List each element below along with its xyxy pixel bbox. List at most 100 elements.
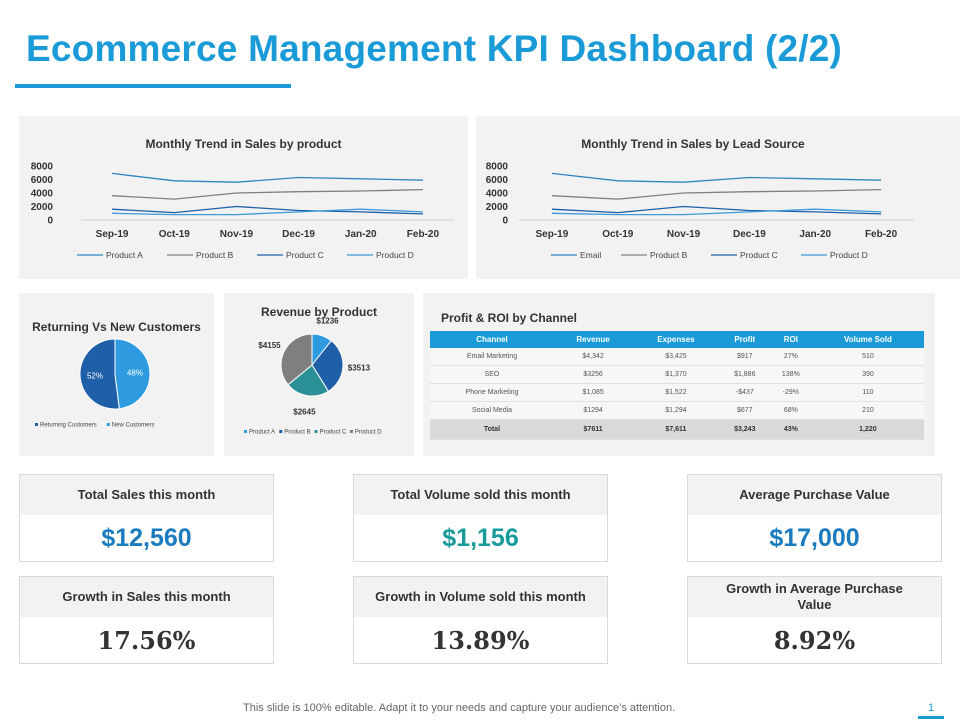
kpi-card-growth-average-purchase: Growth in Average Purchase Value 8.92%: [687, 576, 942, 664]
legend-label: Product D: [376, 250, 414, 260]
x-tick-label: Feb-20: [865, 229, 898, 240]
table-cell: SEO: [430, 365, 554, 384]
series-line: [112, 188, 423, 200]
kpi-card-growth-volume: Growth in Volume sold this month 13.89%: [353, 576, 608, 664]
table-cell: 110: [811, 383, 924, 402]
line-chart-svg: 0 2000 4000 6000 8000 Sep-19 Oct-19 Nov-19 Dec-1…: [486, 162, 914, 260]
table-cell: $1,886: [719, 365, 770, 384]
column-header: ROI: [769, 331, 812, 348]
data-label: 48%: [127, 369, 143, 378]
column-header: Expenses: [632, 331, 720, 348]
table-cell: -$437: [719, 383, 770, 402]
title-underline: [15, 84, 291, 88]
column-header: Channel: [430, 331, 554, 348]
kpi-value: $1,156: [442, 523, 519, 552]
legend-swatch: [244, 430, 247, 433]
column-header: Volume Sold: [811, 331, 924, 348]
x-tick-label: Dec-19: [282, 229, 315, 240]
chart-title: Monthly Trend in Sales by product: [145, 137, 342, 151]
table-cell: $4,342: [554, 348, 633, 366]
column-header: Revenue: [554, 331, 633, 348]
table-cell: 1,220: [811, 419, 924, 440]
revenue-by-product-chart: Revenue by Product $1236 $3513 $2645 $4155 P…: [224, 293, 414, 456]
chart-title: Returning Vs New Customers: [32, 320, 201, 334]
kpi-value: $12,560: [101, 523, 192, 552]
pie-slice: [280, 333, 313, 386]
legend-label: Product C: [320, 430, 347, 436]
legend-label: New Customers: [112, 423, 155, 429]
x-tick-label: Sep-19: [96, 229, 129, 240]
series-line: [551, 188, 882, 200]
footer-text: This slide is 100% editable. Adapt it to…: [243, 702, 676, 714]
kpi-value: $17,000: [769, 523, 860, 552]
kpi-label: Total Volume sold this month: [354, 475, 607, 515]
data-label: $4155: [258, 341, 281, 350]
data-label: $2645: [293, 407, 316, 416]
x-tick-label: Sep-19: [536, 229, 569, 240]
profit-roi-table: Channel Revenue Expenses Profit ROI Volu…: [430, 331, 924, 440]
table-cell: Phone Marketing: [430, 383, 554, 402]
pie-slice: [79, 338, 120, 410]
table-cell: $1,294: [632, 401, 720, 420]
line-chart-svg: 0 2000 4000 6000 8000 Sep-19 Oct-19 Nov-19 Dec-1…: [31, 162, 454, 260]
table-title: Profit & ROI by Channel: [441, 311, 578, 325]
table-row: Social Media $1294 $1,294 $677 68% 210: [430, 401, 924, 420]
legend-label: Email: [580, 250, 601, 260]
x-tick-label: Jan-20: [799, 229, 831, 240]
legend-label: Product C: [286, 250, 324, 260]
column-header: Profit: [719, 331, 770, 348]
series-line: [551, 205, 882, 215]
pie-slice: [114, 338, 151, 410]
table-cell: $1294: [554, 401, 633, 420]
y-tick-label: 2000: [31, 202, 54, 213]
x-tick-label: Oct-19: [159, 229, 191, 240]
legend-label: Product A: [106, 250, 143, 260]
table-cell: 138%: [769, 365, 812, 384]
legend-swatch: [279, 430, 283, 433]
y-tick-label: 4000: [486, 189, 509, 200]
table-cell: 390: [811, 365, 924, 384]
y-tick-label: 6000: [486, 175, 509, 186]
series-line: [112, 205, 423, 215]
kpi-label: Growth in Sales this month: [20, 577, 273, 617]
table-cell: $1,085: [554, 383, 633, 402]
table-row: Email Marketing $4,342 $3,425 $917 27% 5…: [430, 348, 924, 366]
x-tick-label: Nov-19: [667, 229, 701, 240]
table-cell: $1,522: [632, 383, 720, 402]
y-tick-label: 0: [502, 216, 508, 227]
y-tick-label: 8000: [486, 162, 509, 173]
x-tick-label: Nov-19: [220, 229, 254, 240]
legend-label: Product B: [196, 250, 234, 260]
y-tick-label: 2000: [486, 202, 509, 213]
table-cell: 43%: [769, 419, 812, 440]
series-line: [112, 208, 423, 216]
legend-label: Product C: [740, 250, 778, 260]
legend-swatch: [349, 430, 353, 433]
y-tick-label: 4000: [31, 189, 54, 200]
x-tick-label: Dec-19: [733, 229, 766, 240]
table-cell: 27%: [769, 348, 812, 366]
series-line: [551, 208, 882, 216]
table-cell: $917: [719, 348, 770, 366]
data-label: $3513: [348, 364, 371, 373]
legend-swatch: [35, 423, 38, 426]
table-header-row: Channel Revenue Expenses Profit ROI Volu…: [430, 331, 924, 348]
table-cell: Social Media: [430, 401, 554, 420]
legend-label: Product A: [249, 430, 275, 436]
table-cell: $3,243: [719, 419, 770, 440]
legend-label: Product B: [650, 250, 688, 260]
page-title: Ecommerce Management KPI Dashboard (2/2): [26, 28, 843, 69]
data-label: $1236: [316, 317, 339, 326]
kpi-card-average-purchase: Average Purchase Value $17,000: [687, 474, 942, 562]
kpi-label: Total Sales this month: [20, 475, 273, 515]
table-cell: $3,425: [632, 348, 720, 366]
table-row: SEO $3256 $1,370 $1,886 138% 390: [430, 365, 924, 384]
table-cell: Total: [430, 419, 554, 440]
table-cell: Email Marketing: [430, 348, 554, 366]
profit-roi-table-panel: Profit & ROI by Channel Channel Revenue …: [423, 293, 935, 456]
table-cell: $3256: [554, 365, 633, 384]
legend-label: Product B: [284, 430, 310, 436]
kpi-label: Average Purchase Value: [688, 475, 941, 515]
chart-title: Monthly Trend in Sales by Lead Source: [581, 137, 805, 151]
kpi-value: 8.92%: [773, 625, 856, 655]
